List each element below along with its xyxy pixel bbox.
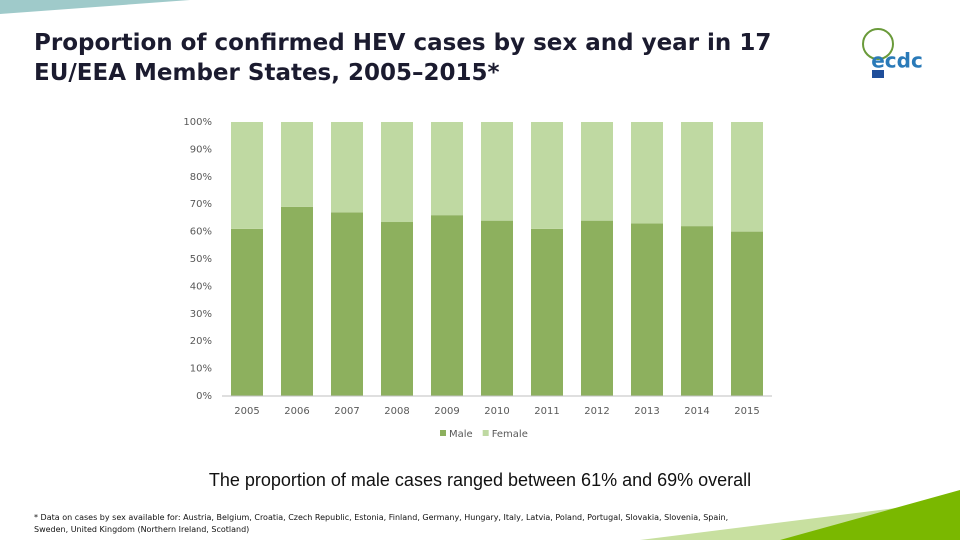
y-tick-label: 80% (190, 172, 212, 183)
x-tick-label: 2013 (634, 406, 659, 417)
logo-globe (862, 28, 894, 60)
x-tick-label: 2015 (734, 406, 759, 417)
x-tick-label: 2005 (234, 406, 259, 417)
x-tick-label: 2014 (684, 406, 709, 417)
decor-top (0, 0, 190, 14)
bar-segment (231, 122, 263, 229)
y-tick-label: 50% (190, 254, 212, 265)
x-tick-label: 2012 (584, 406, 609, 417)
bar-segment (631, 223, 663, 396)
logo-text: ecdc (871, 49, 923, 73)
bar-segment (481, 220, 513, 396)
bar-segment (281, 122, 313, 207)
footnote: * Data on cases by sex available for: Au… (34, 513, 729, 534)
legend-swatch (482, 430, 489, 436)
y-tick-label: 10% (190, 364, 212, 375)
bar-segment (431, 122, 463, 216)
bar-segment (731, 231, 763, 396)
logo-flag (872, 70, 884, 78)
bar-segment (531, 122, 563, 229)
bar-segment (381, 122, 413, 223)
x-tick-label: 2011 (534, 406, 559, 417)
bar-segment (681, 226, 713, 396)
bar-segment (581, 122, 613, 221)
decor-bottom-dark (780, 490, 960, 540)
y-tick-label: 70% (190, 199, 212, 210)
y-tick-label: 100% (183, 117, 212, 128)
x-tick-label: 2010 (484, 406, 509, 417)
x-tick-label: 2007 (334, 406, 359, 417)
legend-label: Female (492, 429, 528, 440)
y-tick-label: 60% (190, 227, 212, 238)
bar-segment (431, 215, 463, 396)
bar-segment (231, 228, 263, 396)
bar-segment (631, 122, 663, 224)
title: Proportion of confirmed HEV cases by sex… (34, 30, 772, 86)
y-tick-label: 90% (190, 144, 212, 155)
y-tick-label: 30% (190, 309, 212, 320)
caption: The proportion of male cases ranged betw… (208, 470, 752, 490)
bar-segment (581, 220, 613, 396)
bar-segment (331, 122, 363, 213)
y-tick-label: 0% (196, 391, 212, 402)
bar-segment (681, 122, 713, 227)
x-tick-label: 2008 (384, 406, 409, 417)
bar-segment (281, 206, 313, 396)
x-tick-label: 2006 (284, 406, 309, 417)
bar-segment (731, 122, 763, 232)
legend-swatch (440, 430, 446, 436)
logo: ecdc (862, 28, 923, 78)
bar-segment (381, 222, 413, 396)
y-tick-label: 40% (190, 281, 212, 292)
bar-segment (481, 122, 513, 221)
bar-segment (531, 228, 563, 396)
x-tick-label: 2009 (434, 406, 459, 417)
y-tick-label: 20% (190, 336, 212, 347)
bar-segment (331, 212, 363, 396)
legend-label: Male (449, 429, 473, 440)
